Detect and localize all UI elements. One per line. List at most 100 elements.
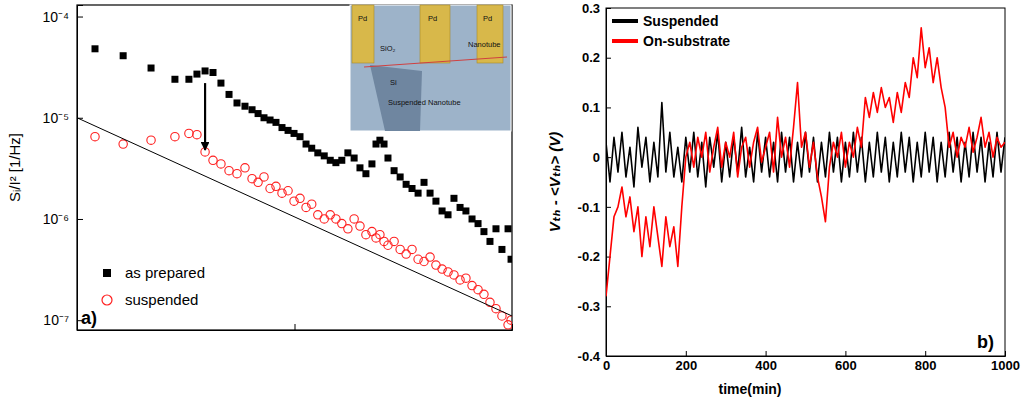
tick-mark [686, 351, 687, 356]
data-point [408, 245, 416, 253]
tick-label: -0.2 [578, 249, 600, 264]
data-point [226, 91, 233, 98]
data-point [241, 103, 248, 110]
data-point [308, 145, 315, 152]
data-point [450, 195, 457, 202]
tick-label: -0.4 [578, 349, 601, 364]
plot-frame [77, 5, 512, 330]
data-point [384, 241, 392, 249]
data-point [210, 69, 217, 76]
data-point [260, 173, 268, 181]
data-point [217, 160, 225, 168]
data-point [381, 141, 388, 148]
data-point [202, 67, 209, 74]
data-point [233, 99, 240, 106]
tick: 600 [835, 351, 857, 373]
data-point [171, 76, 178, 83]
tick-label: 10⁻⁶ [43, 211, 69, 227]
data-point [249, 106, 256, 113]
inset-nanotube [364, 57, 507, 67]
tick-label: 0.3 [582, 1, 600, 16]
data-point [350, 215, 358, 223]
tick-label: 200 [675, 358, 697, 373]
y-axis-title: Sᵢ/I² [1/Hz] [6, 133, 23, 202]
data-point [284, 187, 292, 195]
plot-frame [606, 8, 1005, 356]
inset-electrode [477, 5, 503, 63]
inset-label: Pd [358, 14, 367, 23]
tick-label: 600 [835, 358, 857, 373]
data-point [396, 245, 404, 253]
data-point [492, 225, 499, 232]
data-point [508, 256, 512, 263]
data-point [326, 211, 334, 219]
data-point [351, 155, 358, 162]
data-point [260, 114, 267, 121]
data-point [402, 250, 410, 258]
data-point [209, 156, 217, 164]
data-point [391, 167, 398, 174]
legend-label: suspended [125, 291, 198, 308]
data-point [486, 238, 493, 245]
plot-area [606, 28, 1005, 296]
data-point [296, 194, 304, 202]
y-axis-line [78, 6, 84, 331]
inset-background [350, 5, 511, 131]
tick-label: 10⁻⁵ [43, 110, 69, 126]
data-point [356, 222, 364, 230]
legend-marker [103, 269, 111, 277]
data-point [432, 261, 440, 269]
inset-label: Suspended Nanotube [388, 98, 461, 107]
data-point [390, 237, 398, 245]
panel-label: b) [977, 332, 994, 352]
data-point [120, 52, 127, 59]
data-point [297, 133, 304, 140]
inset-label: SiO₂ [380, 44, 396, 53]
data-point [285, 127, 292, 134]
data-point [185, 76, 192, 83]
data-point [421, 179, 428, 186]
tick: 400 [755, 351, 777, 373]
data-point [291, 130, 298, 137]
tick-label: 400 [755, 358, 777, 373]
inset: PdPdPdSiO₂SiNanotubeSuspended Nanotube [350, 5, 511, 131]
data-point [427, 190, 434, 197]
tick-mark [925, 351, 926, 356]
data-point [507, 316, 512, 324]
data-point [368, 227, 376, 235]
tick-mark [766, 351, 767, 356]
data-point [426, 253, 434, 261]
inset-label: Pd [483, 14, 492, 23]
data-point [415, 190, 422, 197]
tick: 0.2 [582, 50, 611, 65]
inset-label: Si [390, 78, 397, 87]
data-point [185, 129, 193, 137]
panel-a: 10⁻⁷10⁻⁶10⁻⁵10⁻⁴PdPdPdSiO₂SiNanotubeSusp… [6, 5, 515, 331]
tick-label: 0.2 [582, 50, 600, 65]
data-point [420, 257, 428, 265]
panel-label: a) [81, 308, 97, 328]
tick-label: 0 [593, 150, 600, 165]
tick-label: -0.1 [578, 200, 600, 215]
data-point [148, 65, 155, 72]
legend: as preparedsuspended [102, 264, 205, 308]
data-point [505, 225, 512, 232]
data-point [384, 155, 391, 162]
inset-label: Nanotube [468, 40, 501, 49]
y-axis-title: Vₜₕ - <Vₜₕ> (V) [546, 132, 563, 232]
tick-mark [77, 17, 83, 18]
tick-label: 1000 [991, 358, 1020, 373]
data-point [193, 71, 200, 78]
data-point [344, 149, 351, 156]
tick-mark [606, 107, 611, 108]
legend-marker [612, 19, 638, 23]
data-point [278, 124, 285, 131]
data-point [272, 182, 280, 190]
data-point [320, 215, 328, 223]
tick-label: 0.1 [582, 100, 600, 115]
data-point [171, 132, 179, 140]
data-point [475, 220, 482, 227]
data-point [233, 170, 241, 178]
data-point [308, 200, 316, 208]
data-point [498, 246, 505, 253]
